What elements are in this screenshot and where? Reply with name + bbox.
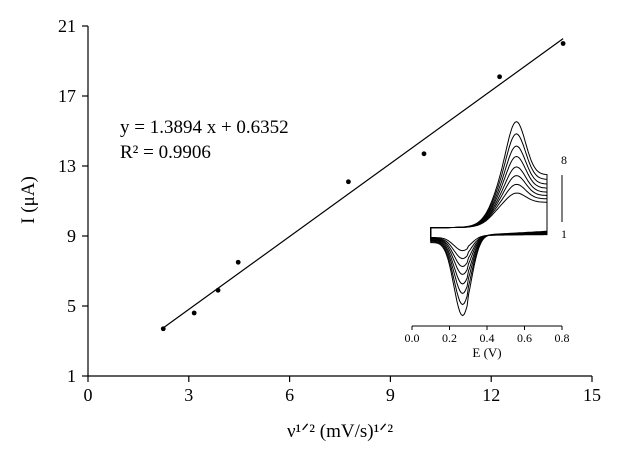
inset-x-tick-label: 0.2	[442, 331, 457, 345]
y-tick-label: 1	[67, 366, 76, 386]
inset-cv-curve	[430, 133, 548, 306]
inset-curve-label-bottom: 1	[561, 227, 567, 241]
y-tick-label: 13	[58, 156, 76, 176]
data-point	[421, 151, 427, 157]
x-tick-label: 12	[482, 385, 500, 405]
data-point	[191, 310, 197, 316]
inset-cv-curve	[430, 145, 548, 294]
fit-equation: y = 1.3894 x + 0.6352	[120, 117, 289, 138]
fit-r2: R² = 0.9906	[120, 142, 211, 163]
data-point	[560, 41, 566, 46]
inset-curves	[430, 121, 548, 317]
inset-cv-curve	[430, 192, 548, 252]
data-point	[235, 259, 241, 265]
data-point	[346, 179, 351, 185]
x-tick-label: 6	[285, 385, 294, 405]
inset-cv-chart: 0.0 0.2 0.4 0.6 0.8 E (V) 8 1	[405, 121, 570, 360]
inset-ticks	[411, 326, 563, 330]
inset-x-tick-label: 0.8	[555, 331, 570, 345]
x-tick-label: 0	[84, 385, 93, 405]
y-axis-title: I (μA)	[18, 176, 39, 224]
inset-x-tick-label: 0.6	[517, 331, 532, 345]
data-point	[215, 287, 221, 293]
x-tick-label: 9	[386, 385, 395, 405]
fit-line	[162, 38, 564, 329]
inset-cv-curve	[430, 155, 548, 285]
inset-x-tick-label: 0.4	[480, 331, 495, 345]
inset-tick-labels: 0.0 0.2 0.4 0.6 0.8	[405, 331, 570, 345]
x-tick-label: 15	[583, 385, 601, 405]
inset-x-tick-label: 0.0	[405, 331, 420, 345]
data-point	[160, 326, 166, 332]
x-tick-label: 3	[184, 385, 193, 405]
data-points	[160, 41, 566, 332]
inset-curve-label-top: 8	[561, 153, 567, 167]
main-axes	[87, 26, 592, 377]
y-tick-label: 17	[58, 86, 76, 106]
x-axis-title: ν¹ᐟ² (mV/s)¹ᐟ²	[287, 421, 393, 442]
inset-x-title: E (V)	[472, 345, 501, 360]
inset-cv-curve	[430, 121, 548, 317]
main-ticks	[82, 25, 593, 382]
y-tick-label: 9	[67, 226, 76, 246]
y-tick-label: 21	[58, 16, 76, 36]
y-tick-label: 5	[67, 296, 76, 316]
data-point	[497, 74, 502, 80]
